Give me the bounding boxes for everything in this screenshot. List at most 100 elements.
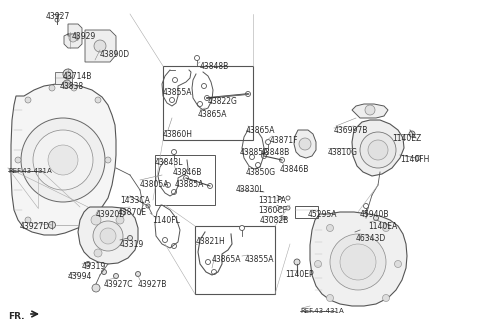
Text: 43927D: 43927D: [20, 222, 50, 231]
Text: 1360CF: 1360CF: [258, 206, 287, 215]
Text: 46343D: 46343D: [356, 234, 386, 243]
Circle shape: [314, 260, 322, 268]
Polygon shape: [78, 207, 138, 264]
Polygon shape: [294, 130, 316, 158]
Circle shape: [204, 95, 209, 100]
Text: 43927C: 43927C: [104, 280, 133, 289]
Circle shape: [364, 216, 372, 224]
Bar: [195, 226, 275, 294]
Circle shape: [245, 92, 251, 96]
Circle shape: [33, 130, 93, 190]
Text: 43871F: 43871F: [270, 136, 299, 145]
Polygon shape: [352, 120, 404, 176]
Circle shape: [48, 221, 56, 229]
Text: REF.43-431A: REF.43-431A: [300, 308, 344, 314]
Text: 43927: 43927: [46, 12, 70, 21]
Circle shape: [63, 80, 71, 88]
Circle shape: [128, 236, 132, 240]
Circle shape: [183, 175, 189, 180]
Text: 43319: 43319: [82, 262, 106, 271]
Text: 1140EP: 1140EP: [285, 270, 313, 279]
Text: 43810G: 43810G: [328, 148, 358, 157]
Text: 43870E: 43870E: [118, 208, 147, 217]
Circle shape: [171, 243, 177, 249]
Circle shape: [340, 244, 376, 280]
Text: 43865A: 43865A: [212, 255, 241, 264]
Text: REF.43-431A: REF.43-431A: [8, 168, 52, 174]
Circle shape: [365, 105, 375, 115]
Circle shape: [416, 155, 420, 160]
Circle shape: [212, 270, 216, 275]
Text: 43714B: 43714B: [63, 72, 92, 81]
Circle shape: [85, 261, 91, 266]
Circle shape: [250, 154, 254, 159]
Text: 1311FA: 1311FA: [258, 196, 286, 205]
Text: 43082B: 43082B: [260, 216, 289, 225]
Circle shape: [205, 259, 211, 264]
Text: 43805A: 43805A: [140, 180, 169, 189]
Text: 45940B: 45940B: [360, 210, 389, 219]
Circle shape: [194, 55, 200, 60]
Circle shape: [395, 260, 401, 268]
Circle shape: [279, 157, 285, 162]
Text: 43830L: 43830L: [236, 185, 264, 194]
Text: 43822G: 43822G: [208, 97, 238, 106]
Circle shape: [172, 77, 178, 83]
Circle shape: [360, 132, 396, 168]
Text: FR.: FR.: [8, 312, 24, 321]
Circle shape: [409, 131, 415, 137]
Circle shape: [49, 85, 55, 91]
Circle shape: [95, 217, 101, 223]
Circle shape: [101, 270, 107, 275]
Circle shape: [65, 82, 69, 86]
Circle shape: [69, 34, 77, 42]
Polygon shape: [85, 30, 116, 62]
Circle shape: [146, 204, 150, 208]
Text: 43855A: 43855A: [163, 88, 192, 97]
Text: 43850G: 43850G: [246, 168, 276, 177]
Circle shape: [25, 217, 31, 223]
Text: 43929: 43929: [72, 32, 96, 41]
Text: 43846B: 43846B: [173, 168, 203, 177]
Text: 1140EA: 1140EA: [368, 222, 397, 231]
Circle shape: [166, 182, 170, 188]
Polygon shape: [64, 24, 82, 48]
Text: 43865A: 43865A: [246, 126, 276, 135]
Circle shape: [100, 228, 116, 244]
Circle shape: [21, 118, 105, 202]
Text: 43838: 43838: [60, 82, 84, 91]
Circle shape: [294, 259, 300, 265]
Polygon shape: [55, 72, 72, 84]
Circle shape: [95, 97, 101, 103]
Circle shape: [197, 101, 203, 107]
Text: 43885A: 43885A: [175, 180, 204, 189]
Text: 43890D: 43890D: [100, 50, 130, 59]
Text: 43855A: 43855A: [245, 255, 275, 264]
Text: 43994: 43994: [68, 272, 92, 281]
Polygon shape: [310, 212, 407, 306]
Circle shape: [286, 196, 290, 200]
Text: 43865A: 43865A: [198, 110, 228, 119]
Text: 43920D: 43920D: [96, 210, 126, 219]
Circle shape: [265, 139, 271, 145]
Text: 43927B: 43927B: [138, 280, 168, 289]
Circle shape: [25, 97, 31, 103]
Circle shape: [286, 206, 290, 210]
Circle shape: [383, 224, 389, 232]
Circle shape: [94, 249, 102, 257]
Circle shape: [135, 272, 141, 277]
Text: 1140FL: 1140FL: [152, 216, 180, 225]
Text: 45295A: 45295A: [308, 210, 337, 219]
Circle shape: [91, 215, 101, 225]
Circle shape: [48, 145, 78, 175]
Circle shape: [15, 157, 21, 163]
Circle shape: [171, 150, 177, 154]
Polygon shape: [11, 84, 116, 235]
Circle shape: [202, 84, 206, 89]
Text: 43848B: 43848B: [200, 62, 229, 71]
Bar: [155, 155, 215, 205]
Text: 43885A: 43885A: [240, 148, 269, 157]
Circle shape: [363, 203, 369, 209]
Circle shape: [71, 85, 77, 91]
Text: 43860H: 43860H: [163, 130, 193, 139]
